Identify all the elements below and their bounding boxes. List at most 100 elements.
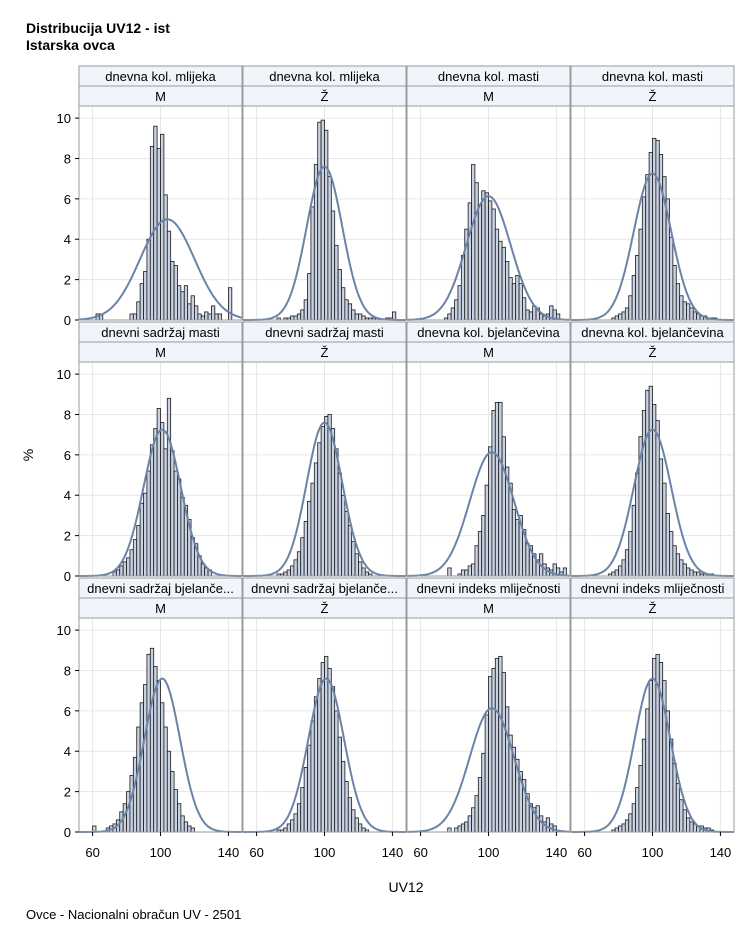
panel-trait-label: dnevni indeks mliječnosti	[417, 581, 561, 596]
histogram-bar	[686, 567, 691, 577]
histogram-bar	[481, 515, 486, 577]
histogram-bar	[447, 567, 452, 577]
histogram-bar	[474, 182, 479, 321]
histogram-bar	[471, 164, 476, 321]
x-tick-label: 140	[710, 845, 732, 860]
panel-frame	[406, 361, 571, 577]
x-tick-label: 100	[314, 845, 336, 860]
histogram-bar	[170, 450, 175, 577]
histogram-bar	[334, 448, 339, 577]
histogram-bar	[183, 821, 189, 833]
histogram-bar	[645, 174, 650, 321]
panel-sex-label: Ž	[321, 345, 329, 360]
histogram-bar	[330, 686, 336, 833]
histogram-bar	[522, 297, 527, 321]
histogram-bar	[170, 261, 175, 321]
histogram-bar	[320, 119, 325, 321]
histogram-bar	[665, 513, 670, 577]
normal-curve	[78, 218, 243, 321]
panel-trait-label: dnevni sadržaj bjelanče...	[87, 581, 234, 596]
panel-frame	[78, 361, 243, 577]
histogram-bar	[320, 426, 325, 577]
histogram-bar	[614, 827, 619, 833]
histogram-bar	[467, 202, 472, 321]
histogram-bar	[460, 823, 466, 833]
y-tick-label: 0	[64, 569, 71, 584]
histogram-bar	[149, 444, 155, 577]
histogram-bar	[354, 817, 359, 833]
histogram-bar	[307, 273, 312, 321]
histogram-bar	[672, 762, 677, 833]
histogram-bar	[618, 825, 623, 833]
y-tick-label: 6	[64, 704, 71, 719]
histogram-bar	[119, 565, 124, 577]
histogram-bar	[341, 287, 346, 321]
histogram-bar	[361, 567, 366, 577]
y-tick-label: 0	[64, 825, 71, 840]
histogram-bar	[494, 657, 500, 833]
histogram-bar	[648, 680, 653, 833]
histogram-bar	[635, 472, 640, 577]
histogram-bar	[341, 760, 346, 833]
histogram-bar	[471, 807, 476, 833]
histogram-bar	[136, 525, 141, 577]
histogram-bar	[300, 309, 305, 321]
histogram-bar	[477, 204, 483, 321]
histogram-bar	[525, 309, 530, 321]
histogram-bar	[132, 756, 138, 833]
histogram-bar	[501, 436, 506, 577]
histogram-bar	[187, 303, 192, 321]
histogram-bar	[337, 269, 342, 321]
x-tick-label: 100	[478, 845, 500, 860]
histogram-bar	[460, 569, 466, 577]
histogram-bar	[146, 238, 151, 321]
histogram-bar	[498, 655, 503, 833]
histogram-bar	[631, 504, 636, 577]
histogram-bar	[494, 228, 500, 321]
histogram-bar	[501, 672, 506, 833]
histogram-bar	[484, 714, 489, 833]
normal-curve	[407, 707, 571, 833]
chart-subtitle: Istarska ovca	[26, 37, 115, 53]
histogram-bar	[115, 569, 121, 577]
histogram-bar	[313, 696, 319, 833]
histogram-bar	[689, 569, 694, 577]
histogram-bar	[327, 668, 332, 833]
histogram-bar	[669, 236, 674, 321]
histogram-bar	[628, 295, 633, 321]
histogram-bar	[228, 287, 233, 321]
histogram-bar	[344, 781, 349, 833]
histogram-bar	[337, 472, 342, 577]
normal-curve	[407, 451, 571, 577]
histogram-bar	[160, 422, 165, 577]
y-tick-label: 2	[64, 529, 71, 544]
histogram-bar	[638, 228, 643, 321]
histogram-bar	[686, 303, 691, 321]
histogram-bar	[679, 799, 684, 833]
histogram-bar	[621, 823, 626, 833]
histogram-bar	[143, 271, 148, 321]
histogram-bar	[283, 827, 288, 833]
histogram-bar	[112, 571, 117, 577]
histogram-bar	[334, 710, 339, 833]
histogram-bar	[361, 315, 366, 321]
chart-title: Distribucija UV12 - ist	[26, 20, 170, 36]
normal-curve	[243, 165, 406, 321]
histogram-bar	[166, 230, 172, 321]
histogram-bar	[464, 821, 469, 833]
histogram-bar	[347, 797, 353, 833]
histogram-bar	[293, 813, 298, 833]
x-tick-label: 60	[249, 845, 263, 860]
histogram-bar	[307, 500, 312, 577]
y-tick-label: 8	[64, 407, 71, 422]
histogram-bar	[303, 766, 308, 833]
histogram-bar	[447, 827, 452, 833]
histogram-bar	[508, 277, 513, 321]
histogram-bar	[477, 531, 483, 577]
histogram-bar	[447, 313, 452, 321]
footnote: Ovce - Nacionalni obračun UV - 2501	[26, 907, 242, 922]
panel-sex-label: Ž	[649, 89, 657, 104]
histogram-bar	[347, 303, 353, 321]
histogram-bar	[638, 764, 643, 833]
histogram-bar	[132, 313, 138, 321]
